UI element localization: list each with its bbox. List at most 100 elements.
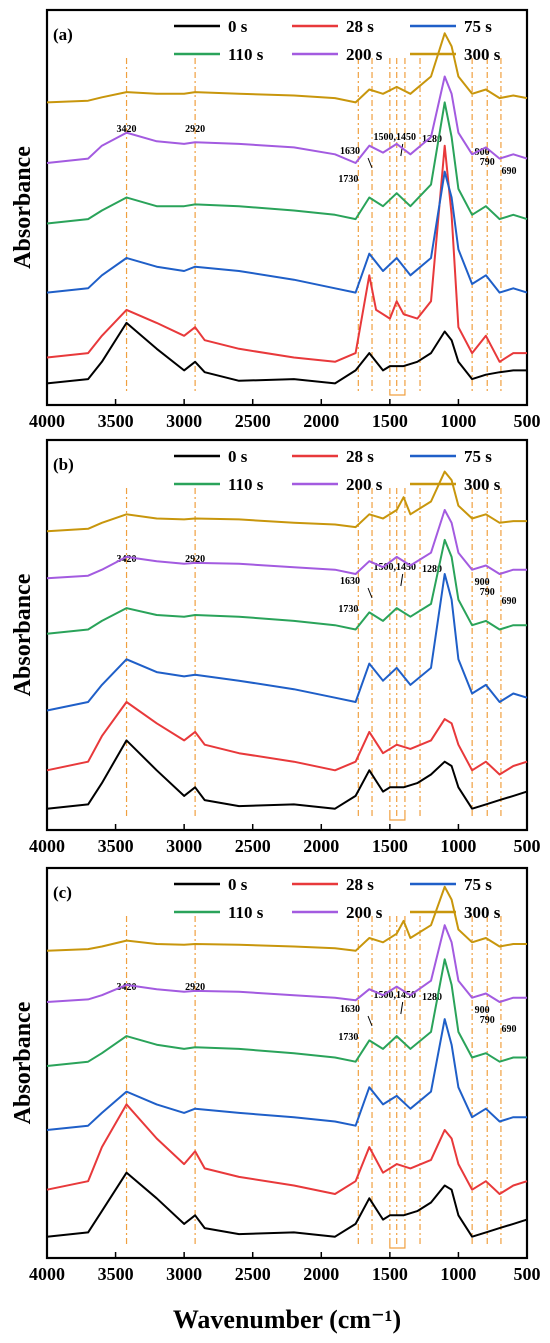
- legend-item: 300 s: [410, 475, 501, 494]
- legend-label: 200 s: [346, 903, 383, 922]
- series-line-200s: [46, 509, 527, 580]
- legend-item: 110 s: [174, 45, 264, 64]
- plot-frame: [45, 866, 529, 1260]
- band-bracket: [389, 391, 406, 396]
- series-line-300s: [46, 885, 527, 952]
- series-line-200s: [46, 75, 528, 164]
- legend-item: 75 s: [410, 447, 492, 466]
- series-line-28s: [46, 701, 528, 776]
- panel-label: (c): [53, 883, 72, 902]
- plot-frame: [45, 8, 529, 407]
- band-bracket: [389, 1244, 406, 1249]
- band-label: 3420: [117, 982, 137, 993]
- band-label: 1730: [338, 174, 358, 185]
- series-line-0s: [46, 321, 527, 385]
- band-label: 3420: [117, 554, 137, 565]
- legend-label: 200 s: [346, 45, 383, 64]
- label-arrow: [367, 587, 373, 599]
- label-arrow: [400, 573, 404, 587]
- label-arrow: [400, 1001, 404, 1015]
- band-label: 1730: [338, 1032, 358, 1043]
- x-tick-label: 4000: [29, 836, 65, 856]
- series-line-110s: [46, 101, 528, 225]
- band-label: 2920: [185, 554, 205, 565]
- x-tick-label: 4000: [29, 411, 65, 431]
- x-tick-label: 3000: [166, 411, 202, 431]
- legend-item: 200 s: [292, 903, 383, 922]
- legend-label: 75 s: [464, 447, 492, 466]
- y-axis-label: Absorbance: [10, 146, 36, 269]
- x-tick-label: 3500: [98, 411, 134, 431]
- x-tick-label: 2000: [303, 1264, 339, 1284]
- series-line-0s: [46, 1171, 528, 1238]
- legend-item: 75 s: [410, 875, 492, 894]
- legend-item: 28 s: [292, 875, 374, 894]
- x-tick-label: 500: [514, 836, 541, 856]
- x-axis-label: Wavenumber (cm⁻¹): [173, 1305, 401, 1334]
- series-line-200s: [46, 924, 527, 1003]
- legend-item: 300 s: [410, 903, 501, 922]
- x-tick-label: 500: [514, 1264, 541, 1284]
- legend-item: 0 s: [174, 17, 248, 36]
- band-label: 1500,1450: [373, 990, 416, 1001]
- band-label: 1500,1450: [373, 562, 416, 573]
- x-tick-label: 2500: [235, 1264, 271, 1284]
- band-label: 1280: [422, 992, 442, 1003]
- legend-label: 0 s: [228, 875, 248, 894]
- series-line-110s: [46, 538, 527, 635]
- legend-label: 28 s: [346, 875, 374, 894]
- x-tick-label: 3000: [166, 836, 202, 856]
- legend-label: 200 s: [346, 475, 383, 494]
- series-line-300s: [46, 470, 527, 533]
- series-line-75s: [46, 170, 528, 294]
- legend-label: 110 s: [228, 475, 264, 494]
- x-tick-label: 3500: [98, 836, 134, 856]
- x-tick-label: 3500: [98, 1264, 134, 1284]
- x-tick-label: 2500: [235, 836, 271, 856]
- legend-label: 75 s: [464, 875, 492, 894]
- x-tick-label: 2500: [235, 411, 271, 431]
- x-tick-label: 2000: [303, 411, 339, 431]
- legend-item: 110 s: [174, 903, 264, 922]
- legend-label: 28 s: [346, 17, 374, 36]
- series-line-75s: [46, 573, 528, 712]
- legend-label: 0 s: [228, 17, 248, 36]
- legend-label: 0 s: [228, 447, 248, 466]
- x-tick-label: 4000: [29, 1264, 65, 1284]
- band-label: 790: [480, 587, 495, 598]
- x-tick-label: 1000: [440, 836, 476, 856]
- label-arrow: [400, 143, 404, 157]
- legend-label: 110 s: [228, 45, 264, 64]
- series-line-28s: [46, 1103, 528, 1195]
- legend-label: 300 s: [464, 903, 501, 922]
- y-axis-label: Absorbance: [10, 573, 36, 696]
- legend-label: 75 s: [464, 17, 492, 36]
- x-tick-label: 2000: [303, 836, 339, 856]
- band-label: 2920: [185, 982, 205, 993]
- panel-label: (b): [53, 455, 74, 474]
- x-tick-label: 1000: [440, 411, 476, 431]
- legend-label: 28 s: [346, 447, 374, 466]
- series-line-75s: [46, 1018, 527, 1131]
- x-tick-label: 1500: [372, 411, 408, 431]
- band-label: 1280: [422, 134, 442, 145]
- band-label: 1730: [338, 604, 358, 615]
- label-arrow: [367, 157, 373, 169]
- legend-label: 110 s: [228, 903, 264, 922]
- band-label: 900: [475, 147, 490, 158]
- band-label: 790: [480, 1015, 495, 1026]
- band-label: 1630: [340, 1004, 360, 1015]
- legend-item: 75 s: [410, 17, 492, 36]
- plot-frame: [45, 438, 529, 832]
- series-line-0s: [46, 739, 528, 810]
- legend-item: 0 s: [174, 447, 248, 466]
- band-label: 3420: [117, 124, 137, 135]
- band-label: 1280: [422, 564, 442, 575]
- band-label: 2920: [185, 124, 205, 135]
- x-tick-label: 500: [514, 411, 541, 431]
- legend-label: 300 s: [464, 475, 501, 494]
- band-label: 1630: [340, 146, 360, 157]
